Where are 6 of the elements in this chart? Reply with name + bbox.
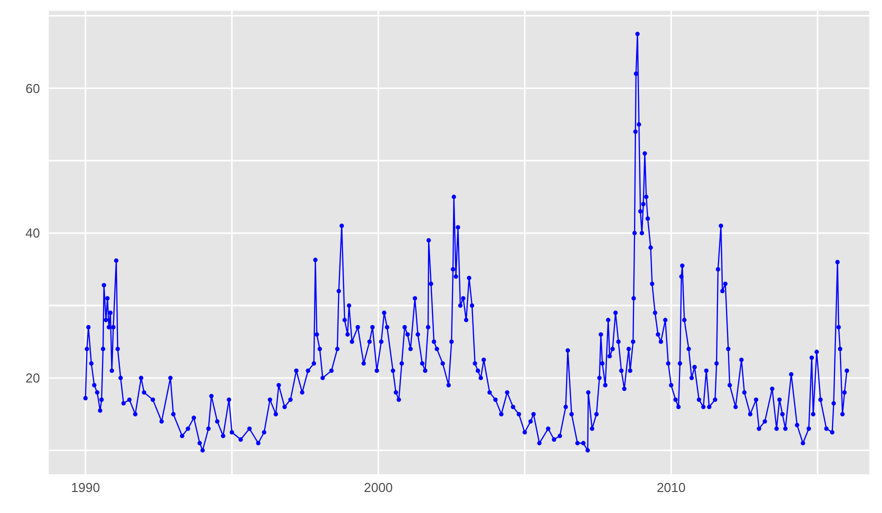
y-tick-label: 60 <box>26 80 40 96</box>
x-tick-label: 1990 <box>71 480 100 496</box>
y-tick-label: 20 <box>26 370 40 386</box>
y-tick-label: 40 <box>26 226 40 241</box>
x-tick-label: 2010 <box>656 480 686 496</box>
x-tick-label: 2000 <box>364 480 393 496</box>
